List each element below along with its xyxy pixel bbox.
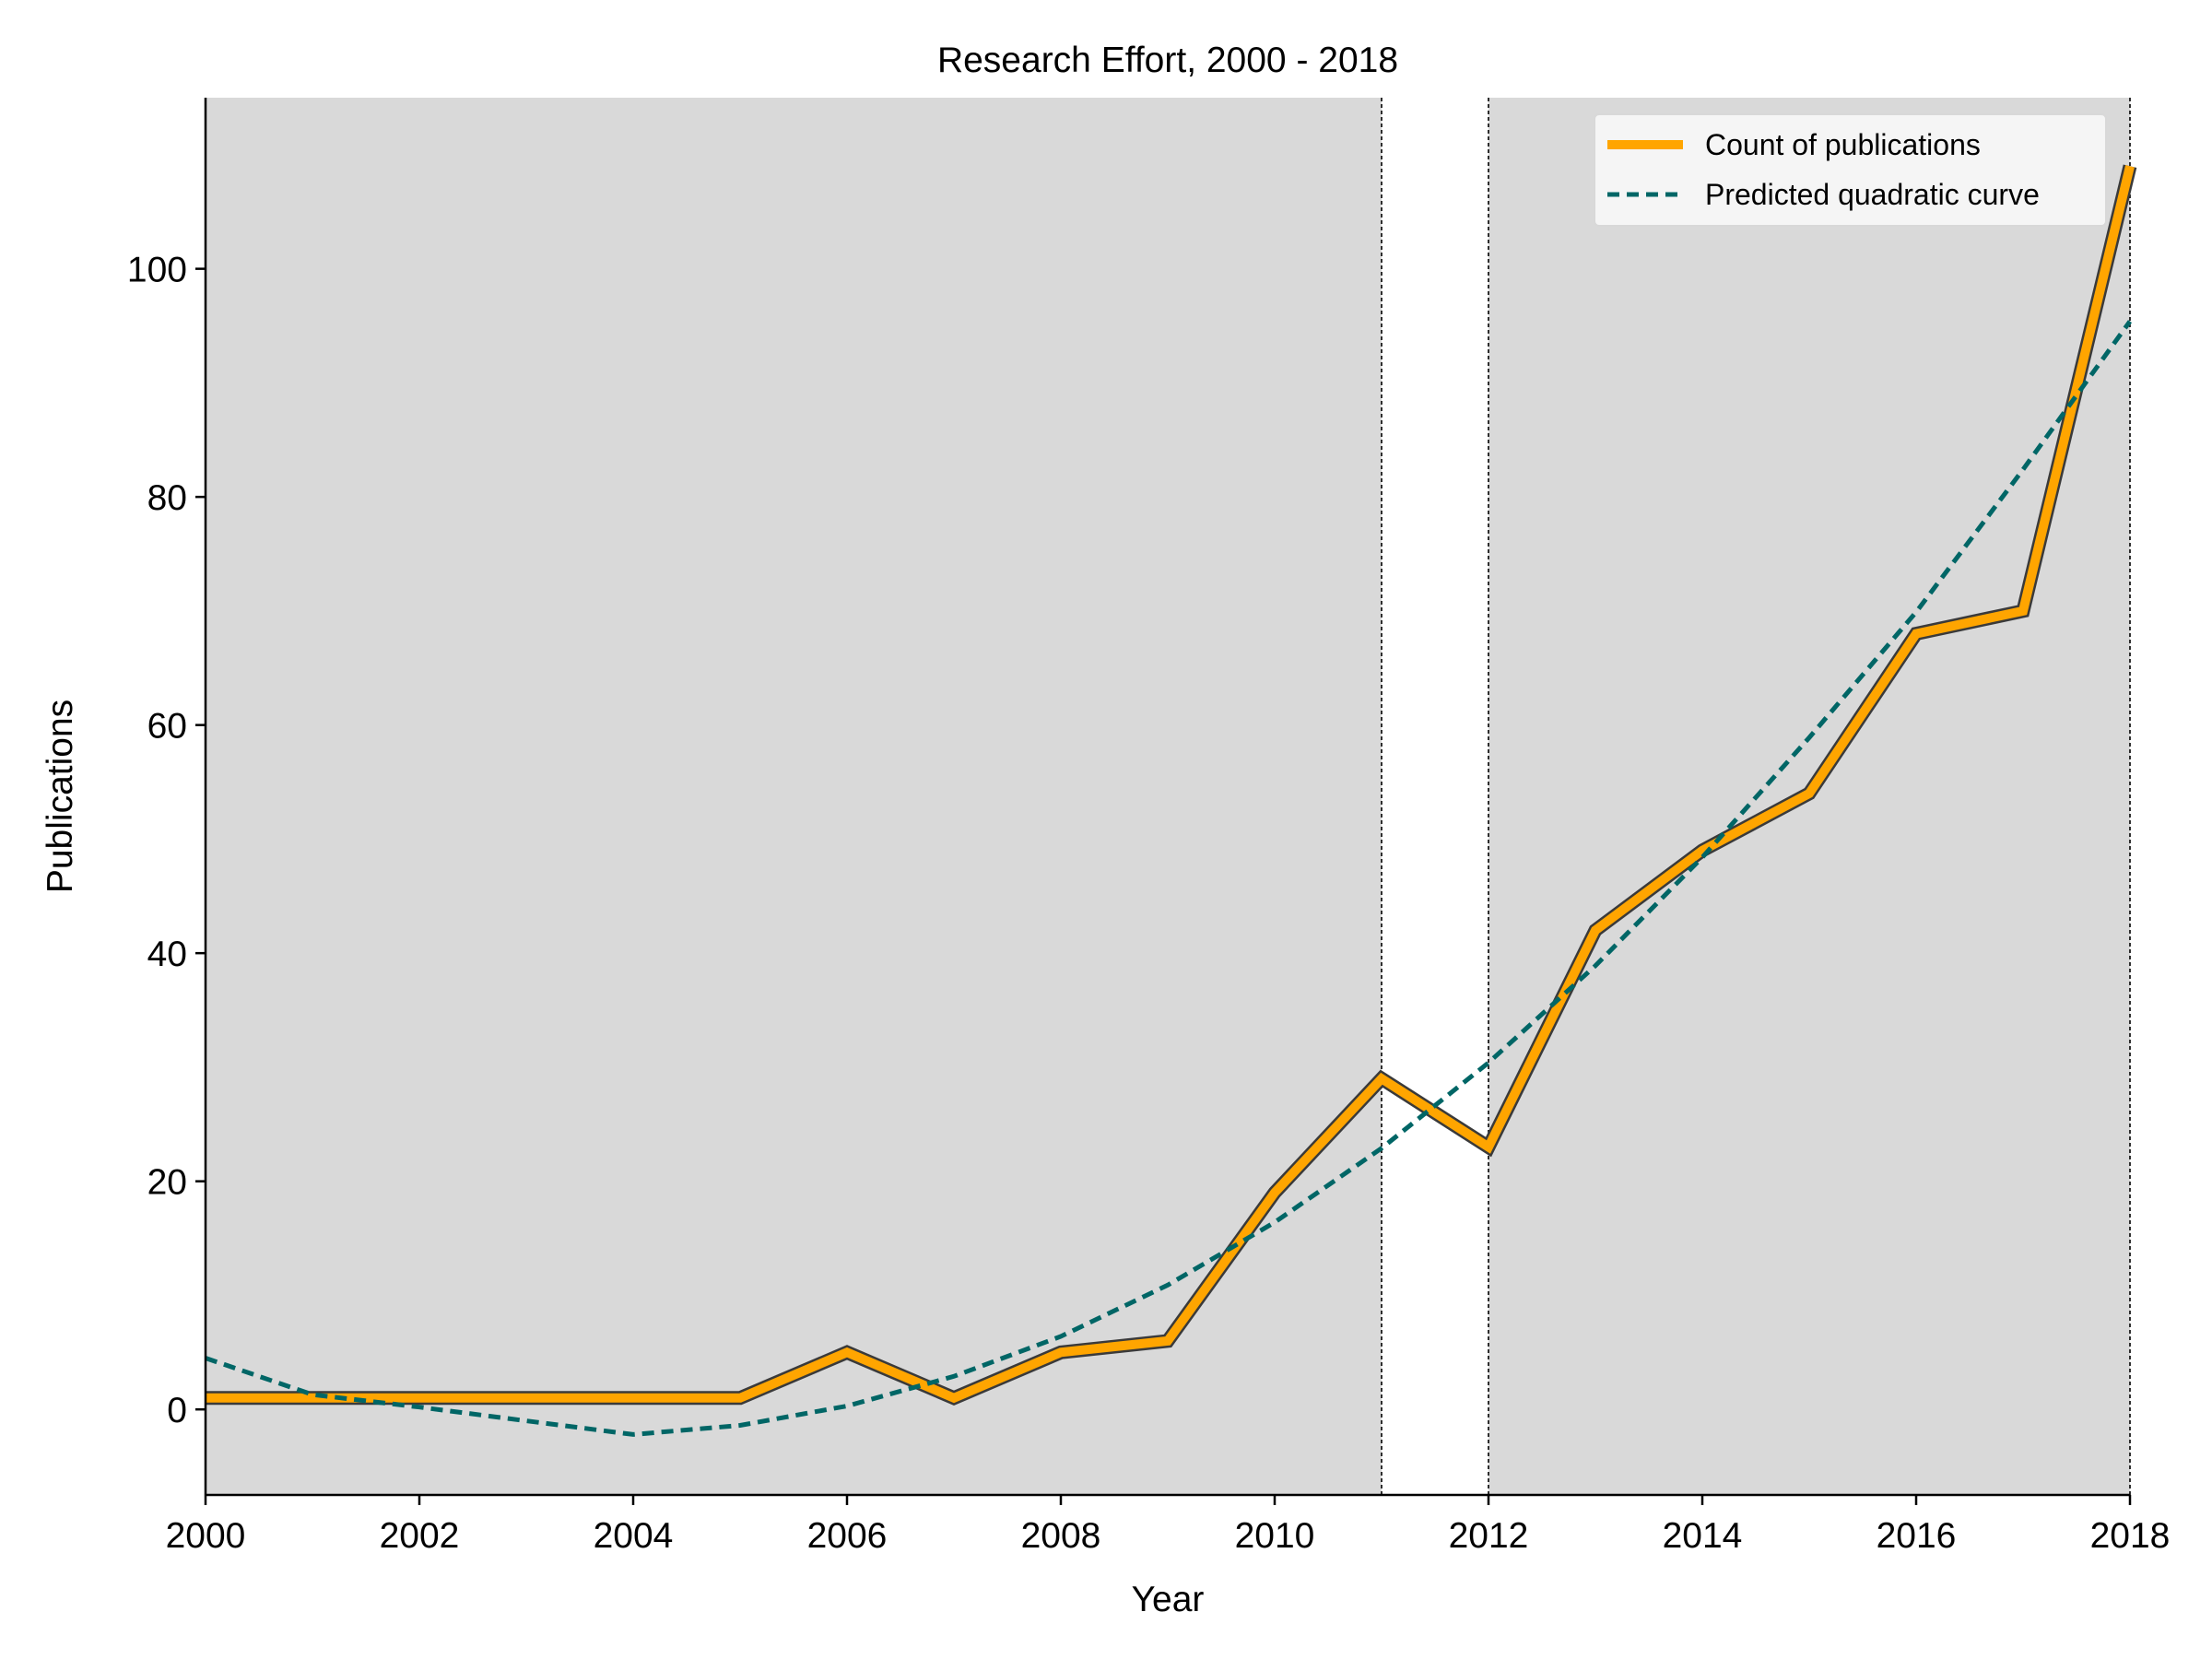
x-tick-label-2000: 2000 [166,1516,246,1556]
shaded-region-0 [206,98,1382,1495]
legend-label-quadratic: Predicted quadratic curve [1705,178,2040,211]
x-tick-label-2016: 2016 [1877,1516,1957,1556]
y-tick-label-20: 20 [147,1163,187,1203]
y-axis-label: Publications [41,700,80,893]
x-tick-label-2002: 2002 [380,1516,460,1556]
legend-label-count: Count of publications [1705,128,1981,161]
x-ticks: 2000 2002 2004 2006 2008 2010 2012 2014 2016 2018 [166,1495,2171,1556]
legend-box [1594,113,2107,227]
x-tick-label-2004: 2004 [594,1516,674,1556]
y-tick-label-60: 60 [147,707,187,747]
x-tick-label-2018: 2018 [2090,1516,2171,1556]
x-tick-label-2008: 2008 [1021,1516,1101,1556]
series-layer [205,164,2137,1437]
series-quadratic-line [205,320,2133,1437]
y-ticks: 0 20 40 60 80 100 [127,251,206,1430]
series-count-line [206,165,2135,1404]
x-tick-label-2006: 2006 [807,1516,888,1556]
vertical-lines [1381,98,2131,1495]
x-tick-label-2014: 2014 [1663,1516,1743,1556]
axes [204,98,2130,1497]
x-axis-label: Year [1132,1580,1205,1619]
x-tick-label-2010: 2010 [1235,1516,1315,1556]
shaded-regions [206,98,2130,1495]
y-tick-label-80: 80 [147,478,187,518]
legend: Count of publications Predicted quadrati… [1594,113,2107,227]
y-tick-label-0: 0 [167,1391,187,1430]
chart-title: Research Effort, 2000 - 2018 [937,41,1398,80]
y-tick-label-100: 100 [127,251,187,290]
y-tick-label-40: 40 [147,935,187,974]
x-tick-label-2012: 2012 [1449,1516,1529,1556]
